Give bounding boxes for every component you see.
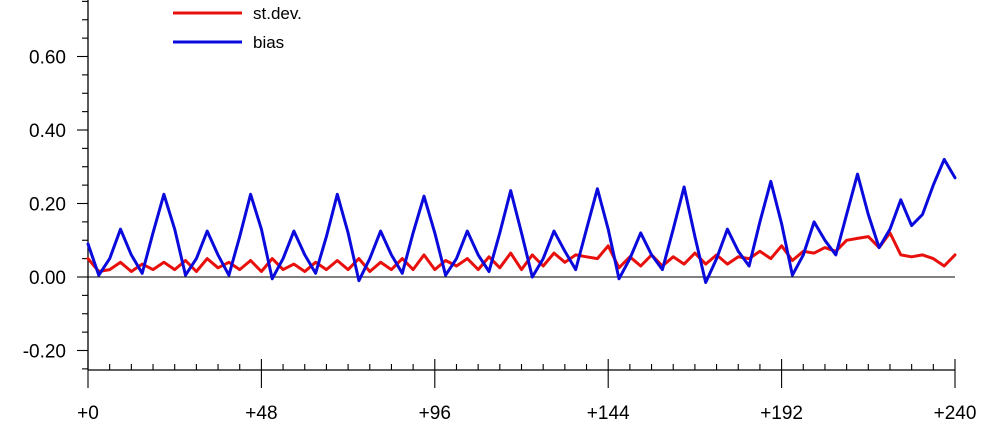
y-tick-label: 0.00 (29, 268, 66, 289)
series-line (86, 157, 957, 284)
series-bias (86, 157, 957, 284)
y-tick-label: 0.60 (29, 48, 66, 69)
chart-series (86, 157, 957, 284)
y-axis-ticks: -0.20 0.00 0.20 0.40 0.60 (23, 0, 88, 370)
y-tick-label: 0.20 (29, 195, 66, 216)
legend-label: bias (253, 33, 284, 52)
x-tick-label: +240 (934, 403, 977, 423)
x-tick-label: +96 (419, 403, 451, 423)
x-tick-label: +192 (760, 403, 803, 423)
x-tick-label: +48 (245, 403, 277, 423)
legend-label: st.dev. (253, 4, 302, 23)
x-axis-ticks: +0 +48 +96 +144 +192 +240 (77, 359, 976, 423)
chart-axes: -0.20 0.00 0.20 0.40 0.60 +0 +48 +96 +144 +192 +2… (23, 0, 976, 423)
y-tick-label: 0.40 (29, 121, 66, 142)
x-tick-label: +0 (77, 403, 99, 423)
y-tick-label: -0.20 (23, 342, 66, 363)
chart-legend: st.dev. bias (173, 4, 302, 52)
x-tick-label: +144 (587, 403, 630, 423)
